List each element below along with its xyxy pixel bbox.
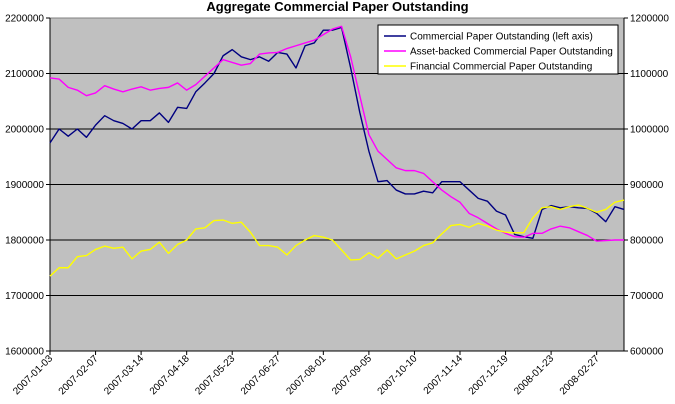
legend-label-2: Asset-backed Commercial Paper Outstandin… — [410, 47, 613, 58]
series-line-1 — [49, 26, 625, 240]
y-right-tick-label: 900000 — [630, 180, 664, 191]
x-tick-label: 2007-09-05 — [330, 353, 374, 397]
y-right-tick-label: 700000 — [630, 291, 664, 302]
chart-title: Aggregate Commercial Paper Outstanding — [206, 0, 469, 14]
x-tick-label: 2007-02-07 — [57, 353, 101, 397]
y-left-tick-label: 1700000 — [5, 291, 44, 302]
y-left-tick-label: 1900000 — [5, 180, 44, 191]
y-left-tick-label: 2000000 — [5, 125, 44, 136]
legend — [377, 24, 619, 75]
x-tick-label: 2008-01-23 — [512, 353, 556, 397]
x-tick-label: 2007-10-10 — [376, 353, 420, 397]
x-tick-label: 2007-05-23 — [193, 353, 237, 397]
legend-label-1: Commercial Paper Outstanding (left axis) — [410, 32, 593, 43]
series-line-2 — [49, 25, 624, 242]
x-tick-label: 2007-03-14 — [102, 353, 146, 397]
y-right-tick-label: 1000000 — [630, 125, 669, 136]
y-left-tick-label: 1800000 — [5, 236, 44, 247]
x-tick-label: 2007-12-19 — [467, 353, 511, 397]
x-tick-label: 2007-04-18 — [148, 353, 192, 397]
series-line-3 — [49, 199, 625, 277]
x-tick-label: 2007-06-27 — [239, 353, 283, 397]
x-tick-label: 2007-08-01 — [285, 353, 329, 397]
x-tick-label: 2008-02-27 — [558, 353, 602, 397]
y-left-tick-label: 1600000 — [5, 347, 44, 358]
y-right-tick-label: 600000 — [630, 347, 664, 358]
y-right-tick-label: 800000 — [630, 236, 664, 247]
y-left-tick-label: 2100000 — [5, 69, 44, 80]
y-right-tick-label: 1100000 — [630, 69, 669, 80]
x-tick-label: 2007-11-14 — [422, 353, 466, 397]
x-tick-label: 2007-01-03 — [11, 353, 55, 397]
y-right-tick-label: 1200000 — [630, 14, 669, 25]
legend-label-3: Financial Commercial Paper Outstanding — [410, 62, 592, 73]
y-left-tick-label: 2200000 — [5, 14, 44, 25]
